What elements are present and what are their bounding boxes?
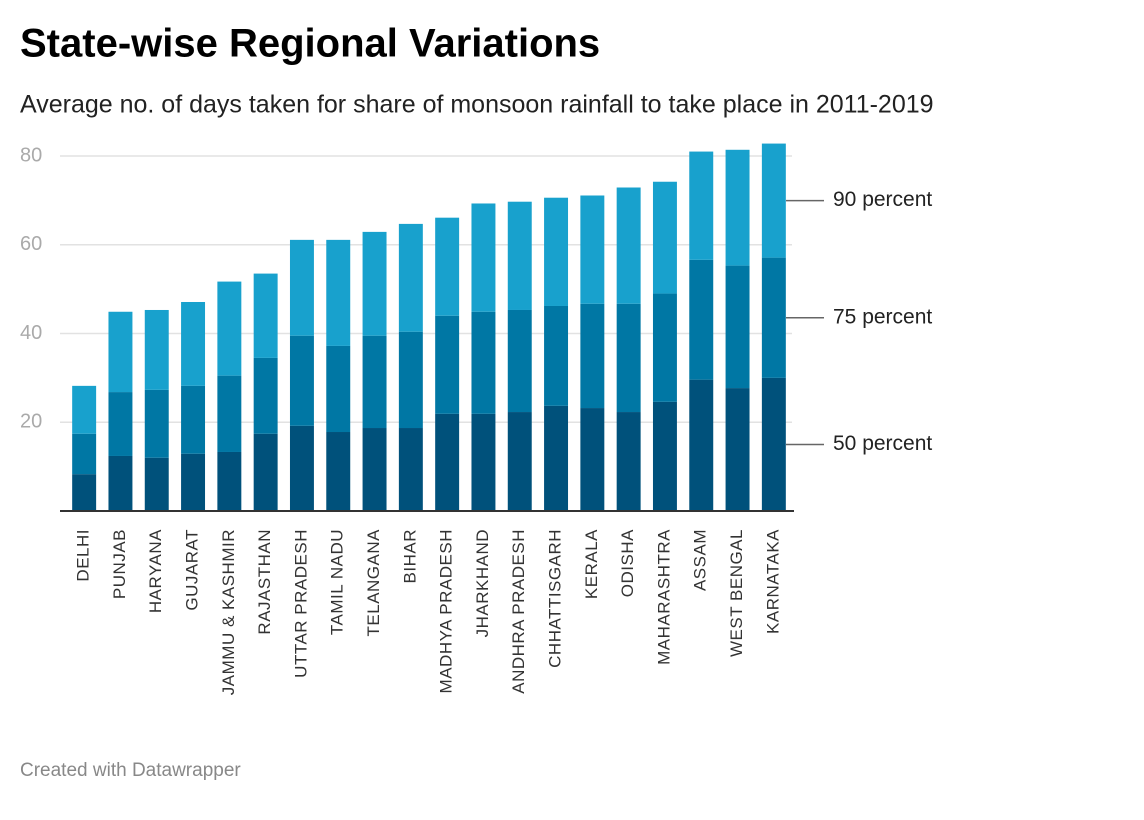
bar-segment <box>108 392 133 456</box>
bar-segment <box>72 474 97 511</box>
bar-segment <box>689 379 714 511</box>
bar-segment <box>471 413 496 511</box>
bar-segment <box>544 405 569 511</box>
bar-segment <box>761 143 786 258</box>
x-tick-label: MADHYA PRADESH <box>437 529 456 693</box>
bar-segment <box>144 389 169 458</box>
y-tick-label: 20 <box>20 411 42 433</box>
bar-segment <box>289 239 314 336</box>
bar-segment <box>435 413 460 511</box>
bar-segment <box>326 239 351 346</box>
y-tick-label: 60 <box>20 233 42 255</box>
x-tick-label: ANDHRA PRADESH <box>509 529 528 694</box>
bar-segment <box>689 151 714 260</box>
bar-segment <box>580 408 605 511</box>
bar-segment <box>289 335 314 426</box>
x-tick-label: JHARKHAND <box>473 529 492 637</box>
bar-segment <box>544 305 569 406</box>
bar-segment <box>217 375 242 452</box>
bar-segment <box>362 428 387 511</box>
x-tick-label: WEST BENGAL <box>727 529 746 657</box>
bar-segment <box>72 433 97 475</box>
bar-segment <box>689 259 714 380</box>
bar-segment <box>217 281 242 376</box>
bar-segment <box>217 451 242 511</box>
bar-segment <box>616 303 641 413</box>
y-tick-label: 80 <box>20 144 42 166</box>
bar-segment <box>435 315 460 414</box>
bar-segment <box>398 428 423 511</box>
bar-segment <box>616 412 641 511</box>
bar-segment <box>471 311 496 414</box>
bar-segment <box>398 331 423 429</box>
legend-label: 50 percent <box>833 432 932 455</box>
bar-segment <box>652 293 677 402</box>
bar-segment <box>580 195 605 304</box>
bar-segment <box>72 385 97 434</box>
bar-segment <box>253 357 278 434</box>
x-tick-label: HARYANA <box>146 529 165 613</box>
bar-segment <box>108 455 133 511</box>
bar-segment <box>761 377 786 511</box>
x-tick-label: DELHI <box>74 529 93 582</box>
bar-segment <box>507 309 532 413</box>
bar-segment <box>326 345 351 433</box>
bar-segment <box>652 181 677 294</box>
bar-segment <box>253 273 278 358</box>
bar-segment <box>761 257 786 378</box>
bar-segment <box>725 265 750 389</box>
footer: Created with Datawrapper <box>20 760 241 781</box>
x-tick-label: RAJASTHAN <box>255 529 274 635</box>
x-tick-label: PUNJAB <box>110 529 129 599</box>
x-tick-label: ASSAM <box>691 529 710 591</box>
bar-segment <box>181 385 206 454</box>
x-tick-label: TELANGANA <box>364 529 383 637</box>
x-tick-label: TAMIL NADU <box>328 529 347 635</box>
bar-segment <box>507 412 532 511</box>
legend-label: 90 percent <box>833 188 932 211</box>
x-tick-label: BIHAR <box>400 529 419 583</box>
bar-segment <box>362 335 387 429</box>
bar-segment <box>471 203 496 312</box>
bar-segment <box>144 309 169 390</box>
chart-subtitle: Average no. of days taken for share of m… <box>20 91 934 119</box>
bar-segment <box>289 425 314 511</box>
bar-segment <box>544 197 569 306</box>
bar-segment <box>253 433 278 511</box>
x-tick-label: JAMMU & KASHMIR <box>219 529 238 695</box>
bar-segment <box>725 388 750 511</box>
bar-segment <box>181 301 206 386</box>
x-tick-label: KERALA <box>582 529 601 599</box>
x-tick-label: ODISHA <box>618 529 637 597</box>
x-tick-label: KARNATAKA <box>763 529 782 634</box>
x-tick-label: UTTAR PRADESH <box>291 529 310 678</box>
bar-segment <box>652 401 677 511</box>
bar-segment <box>616 187 641 304</box>
bar-segment <box>144 457 169 511</box>
x-tick-label: GUJARAT <box>183 529 202 611</box>
bar-segment <box>108 311 133 393</box>
bar-segment <box>362 231 387 336</box>
bar-segment <box>725 149 750 266</box>
legend-label: 75 percent <box>833 305 932 328</box>
x-tick-label: MAHARASHTRA <box>654 529 673 665</box>
bar-segment <box>435 217 460 316</box>
bar-segment <box>326 432 351 511</box>
bar-segment <box>507 201 532 310</box>
y-tick-label: 40 <box>20 322 42 344</box>
bar-segment <box>580 303 605 409</box>
x-tick-label: CHHATTISGARH <box>546 529 565 668</box>
bar-segment <box>181 453 206 511</box>
bar-segment <box>398 223 423 332</box>
chart-title: State-wise Regional Variations <box>20 22 600 66</box>
